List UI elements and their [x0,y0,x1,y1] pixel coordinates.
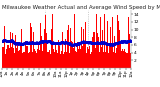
Text: Milwaukee Weather Actual and Average Wind Speed by Minute mph (Last 24 Hours): Milwaukee Weather Actual and Average Win… [2,5,160,10]
